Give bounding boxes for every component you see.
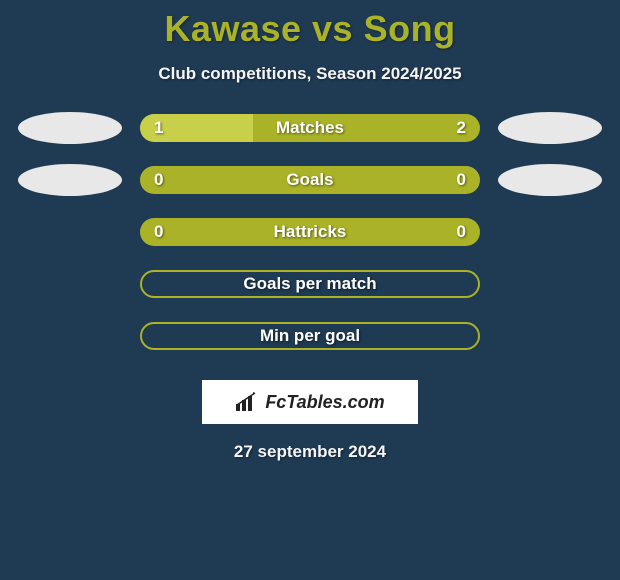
stat-value-left: 0	[154, 170, 163, 190]
stat-row: Goals per match	[0, 268, 620, 300]
stat-value-right: 0	[457, 222, 466, 242]
stat-label: Goals per match	[243, 274, 376, 294]
stat-label: Min per goal	[260, 326, 360, 346]
stat-label: Goals	[286, 170, 333, 190]
player-right-oval	[498, 164, 602, 196]
stat-row: 0 Hattricks 0	[0, 216, 620, 248]
logo-box: FcTables.com	[202, 380, 418, 424]
date-text: 27 september 2024	[0, 442, 620, 462]
page-title: Kawase vs Song	[0, 0, 620, 50]
subtitle: Club competitions, Season 2024/2025	[0, 64, 620, 84]
stat-value-right: 2	[457, 118, 466, 138]
stat-row: Min per goal	[0, 320, 620, 352]
player-left-oval	[18, 164, 122, 196]
logo-text: FcTables.com	[265, 392, 384, 413]
player-left-oval	[18, 112, 122, 144]
stat-value-left: 1	[154, 118, 163, 138]
stat-bar: Min per goal	[140, 322, 480, 350]
logo-inner: FcTables.com	[235, 392, 384, 413]
stat-label: Matches	[276, 118, 344, 138]
stat-bar: 1 Matches 2	[140, 114, 480, 142]
stat-bar: Goals per match	[140, 270, 480, 298]
stat-row: 0 Goals 0	[0, 164, 620, 196]
stat-row: 1 Matches 2	[0, 112, 620, 144]
bars-icon	[235, 392, 259, 412]
stat-bar: 0 Goals 0	[140, 166, 480, 194]
player-right-oval	[498, 112, 602, 144]
stat-value-right: 0	[457, 170, 466, 190]
stat-value-left: 0	[154, 222, 163, 242]
stat-label: Hattricks	[274, 222, 347, 242]
stat-bar: 0 Hattricks 0	[140, 218, 480, 246]
stats-container: 1 Matches 2 0 Goals 0 0 Hattricks 0 Goals per mat…	[0, 112, 620, 352]
